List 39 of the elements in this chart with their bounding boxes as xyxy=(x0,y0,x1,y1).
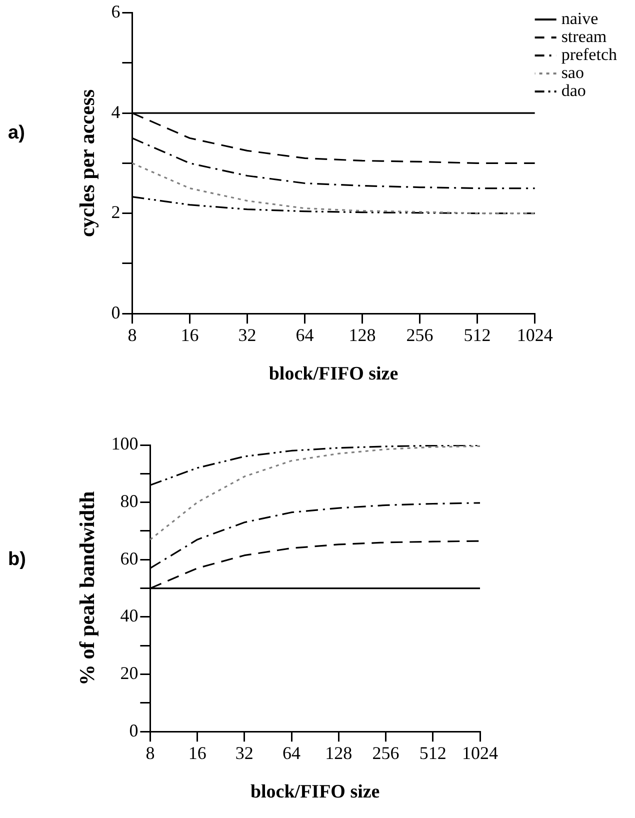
x-tick-label: 8 xyxy=(128,325,137,346)
y-tick-label: 4 xyxy=(111,102,120,122)
legend-label: sao xyxy=(561,62,584,82)
x-tick-label: 256 xyxy=(372,743,400,764)
x-tick-label: 512 xyxy=(464,325,491,346)
y-axis-title: % of peak bandwidth xyxy=(75,490,100,686)
x-tick-label: 64 xyxy=(296,325,314,346)
x-tick-label: 256 xyxy=(406,325,434,346)
x-tick-label: 64 xyxy=(282,743,301,764)
x-tick-label: 8 xyxy=(146,743,155,764)
y-tick-label: 20 xyxy=(120,663,138,684)
x-tick-label: 16 xyxy=(188,743,206,764)
y-tick-label: 2 xyxy=(111,202,120,222)
line-series xyxy=(131,162,536,214)
x-tick-label: 1024 xyxy=(462,743,498,764)
y-tick-label: 40 xyxy=(120,606,138,626)
x-tick-label: 16 xyxy=(180,325,199,346)
text: b) xyxy=(8,548,26,570)
legend-label: prefetch xyxy=(561,44,618,64)
y-tick-label: 0 xyxy=(111,302,120,322)
x-axis-title: block/FIFO size xyxy=(268,364,398,385)
text: a) xyxy=(8,122,25,144)
legend-label: dao xyxy=(561,80,586,100)
legend-label: stream xyxy=(561,26,607,46)
y-tick-label: 80 xyxy=(120,491,138,512)
x-tick-label: 128 xyxy=(348,325,376,346)
y-axis-title: cycles per access xyxy=(75,89,100,238)
x-tick-label: 32 xyxy=(235,743,254,764)
x-axis-title: block/FIFO size xyxy=(250,782,380,803)
legend-label: naive xyxy=(561,8,598,28)
y-tick-label: 6 xyxy=(111,2,120,22)
x-tick-label: 32 xyxy=(238,325,256,346)
x-tick-label: 1024 xyxy=(516,325,553,346)
y-tick-label: 0 xyxy=(129,720,138,740)
x-tick-label: 128 xyxy=(325,743,352,764)
y-tick-label: 100 xyxy=(111,434,138,454)
x-tick-label: 512 xyxy=(419,743,446,764)
line-series xyxy=(149,445,481,540)
y-tick-label: 60 xyxy=(120,548,138,568)
